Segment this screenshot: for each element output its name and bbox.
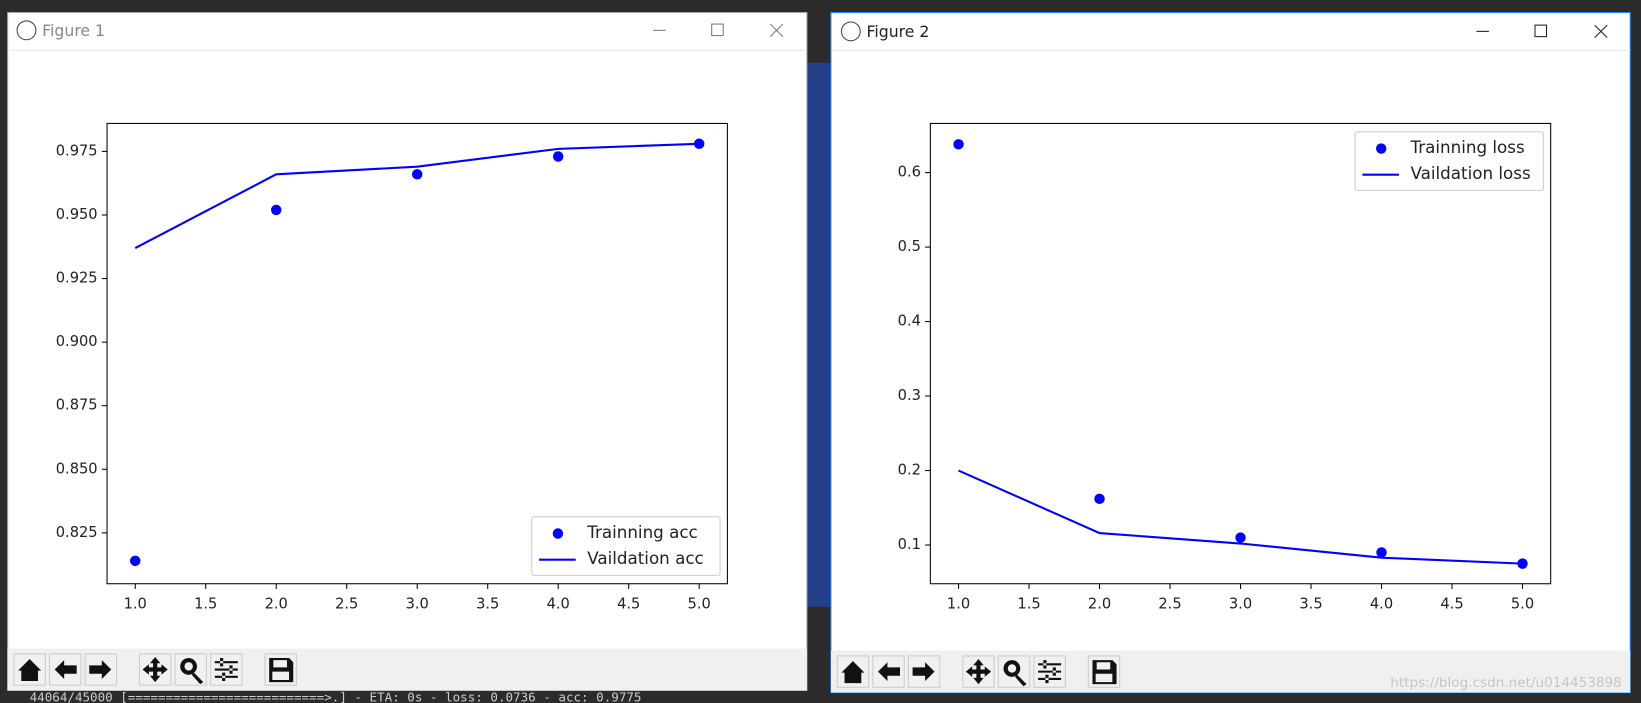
x-tick-label: 5.0 xyxy=(1511,596,1534,613)
maximize-button[interactable] xyxy=(1534,24,1548,38)
x-tick-label: 4.0 xyxy=(547,596,570,613)
legend-label: Trainning acc xyxy=(586,522,698,542)
data-point xyxy=(1376,547,1387,558)
y-tick-label: 0.925 xyxy=(56,270,98,287)
pan-icon xyxy=(142,656,168,683)
watermark: https://blog.csdn.net/u014453898 xyxy=(1390,675,1622,691)
data-point xyxy=(693,138,705,150)
home-icon xyxy=(841,661,865,684)
legend-label: Vaildation acc xyxy=(587,548,704,568)
back-icon xyxy=(878,662,901,682)
data-point xyxy=(1094,493,1105,505)
home-icon xyxy=(18,659,42,682)
y-tick-label: 0.2 xyxy=(898,462,921,479)
x-tick-label: 3.5 xyxy=(476,596,499,613)
data-point xyxy=(1235,532,1246,543)
x-tick-label: 1.5 xyxy=(194,596,217,613)
x-tick-label: 1.5 xyxy=(1017,596,1040,613)
zoom-icon xyxy=(180,658,204,685)
window xyxy=(7,12,808,691)
window xyxy=(830,12,1631,694)
x-tick-label: 3.5 xyxy=(1299,596,1322,613)
y-tick-label: 0.850 xyxy=(56,460,98,477)
data-line xyxy=(134,142,700,249)
x-tick-label: 2.5 xyxy=(1158,596,1181,613)
legend-box xyxy=(531,516,721,576)
save-icon xyxy=(269,658,294,683)
configure-icon xyxy=(214,658,238,682)
legend-box xyxy=(1354,131,1544,191)
y-tick-label: 0.1 xyxy=(898,536,921,553)
console-text: 44064/45000 [==========================>… xyxy=(30,689,642,703)
forward-icon xyxy=(912,662,935,682)
data-point xyxy=(953,139,964,150)
data-point xyxy=(552,151,564,162)
x-tick-label: 3.0 xyxy=(406,596,429,613)
data-line xyxy=(958,469,1523,565)
window-title: Figure 2 xyxy=(867,22,930,41)
y-tick-label: 0.6 xyxy=(898,164,921,181)
x-tick-label: 5.0 xyxy=(688,596,711,613)
legend-marker xyxy=(1375,143,1387,154)
y-tick-label: 0.900 xyxy=(56,333,98,350)
x-tick-label: 4.5 xyxy=(617,596,640,613)
toolbar xyxy=(7,648,807,691)
y-tick-label: 0.950 xyxy=(56,206,98,223)
zoom-icon xyxy=(1003,660,1027,687)
close-button[interactable] xyxy=(769,23,784,37)
app-icon xyxy=(16,20,37,41)
close-button[interactable] xyxy=(1594,24,1608,39)
x-tick-label: 4.0 xyxy=(1370,596,1393,613)
y-tick-label: 0.975 xyxy=(56,142,98,159)
y-tick-label: 0.5 xyxy=(898,238,921,255)
x-tick-label: 4.5 xyxy=(1440,596,1463,613)
x-tick-label: 1.0 xyxy=(947,596,970,613)
data-point xyxy=(411,169,423,180)
x-tick-label: 1.0 xyxy=(124,596,147,613)
y-tick-label: 0.3 xyxy=(898,387,921,404)
x-tick-label: 3.0 xyxy=(1229,596,1252,613)
configure-icon xyxy=(1038,660,1062,684)
data-point xyxy=(130,555,141,567)
save-icon xyxy=(1092,660,1117,685)
data-point xyxy=(1517,558,1528,569)
data-point xyxy=(270,204,282,216)
legend-label: Vaildation loss xyxy=(1411,163,1531,183)
forward-icon xyxy=(89,660,112,679)
legend-label: Trainning loss xyxy=(1410,137,1525,157)
pan-icon xyxy=(965,659,992,685)
x-tick-label: 2.0 xyxy=(265,596,288,613)
y-tick-label: 0.875 xyxy=(56,397,98,414)
back-icon xyxy=(54,660,77,679)
window-title: Figure 1 xyxy=(42,21,105,40)
x-tick-label: 2.0 xyxy=(1088,596,1111,613)
y-tick-label: 0.825 xyxy=(56,524,98,541)
maximize-button[interactable] xyxy=(711,23,724,37)
legend-marker xyxy=(552,528,564,539)
y-tick-label: 0.4 xyxy=(898,313,921,330)
ide-panel xyxy=(806,62,831,607)
x-tick-label: 2.5 xyxy=(335,596,358,613)
app-icon xyxy=(840,21,861,42)
